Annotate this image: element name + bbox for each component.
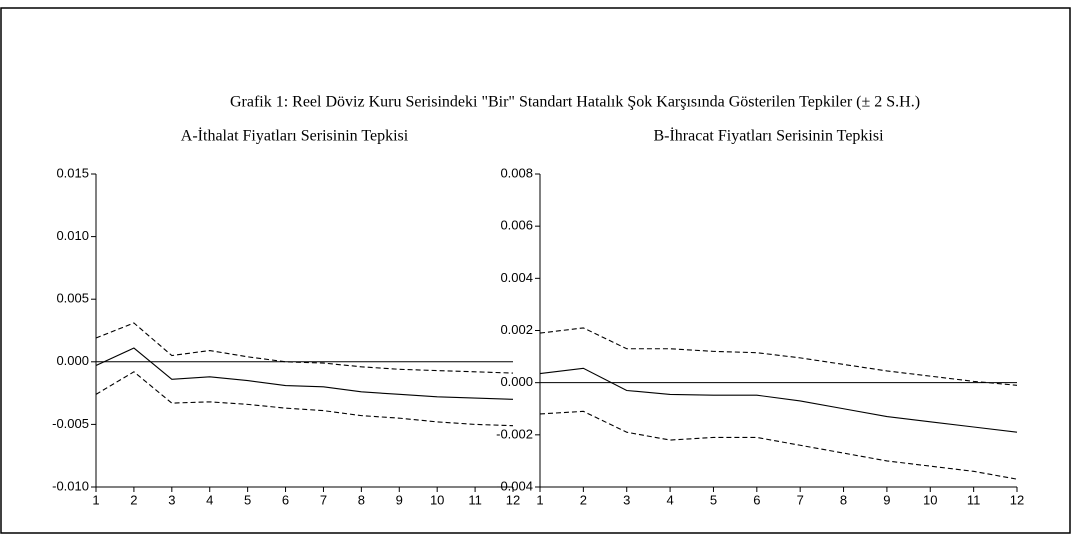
x-tick-label: 10 bbox=[430, 492, 444, 507]
y-tick-label: 0.000 bbox=[500, 374, 533, 389]
x-tick-label: 4 bbox=[206, 492, 213, 507]
x-tick-label: 8 bbox=[358, 492, 365, 507]
x-tick-label: 3 bbox=[623, 492, 630, 507]
y-tick-label: -0.002 bbox=[496, 426, 533, 441]
x-tick-label: 11 bbox=[967, 492, 981, 507]
x-tick-label: 2 bbox=[580, 492, 587, 507]
x-tick-label: 1 bbox=[536, 492, 543, 507]
response-line bbox=[539, 367, 1018, 433]
y-tick-label: 0.010 bbox=[56, 228, 89, 243]
y-tick-label: 0.006 bbox=[500, 218, 533, 233]
band-line bbox=[539, 410, 1018, 480]
x-tick-label: 6 bbox=[753, 492, 760, 507]
y-tick-label: 0.008 bbox=[500, 165, 533, 180]
x-tick-label: 11 bbox=[468, 492, 482, 507]
band-line bbox=[539, 327, 1018, 386]
y-tick-label: 0.002 bbox=[500, 322, 533, 337]
y-tick-label: -0.004 bbox=[496, 478, 533, 493]
x-tick-label: 9 bbox=[883, 492, 890, 507]
band-line bbox=[95, 322, 514, 374]
x-tick-label: 1 bbox=[92, 492, 99, 507]
x-tick-label: 5 bbox=[244, 492, 251, 507]
x-tick-label: 10 bbox=[923, 492, 937, 507]
y-tick-label: 0.000 bbox=[56, 353, 89, 368]
panel-title: A-İthalat Fiyatları Serisinin Tepkisi bbox=[181, 127, 409, 145]
x-tick-label: 12 bbox=[506, 492, 520, 507]
x-tick-label: 8 bbox=[840, 492, 847, 507]
x-tick-label: 5 bbox=[710, 492, 717, 507]
x-tick-label: 4 bbox=[666, 492, 673, 507]
x-tick-label: 12 bbox=[1010, 492, 1024, 507]
y-tick-label: -0.005 bbox=[52, 416, 89, 431]
y-tick-label: 0.004 bbox=[500, 270, 533, 285]
band-line bbox=[95, 371, 514, 427]
panel-title: B-İhracat Fiyatları Serisinin Tepkisi bbox=[653, 127, 884, 145]
x-tick-label: 3 bbox=[168, 492, 175, 507]
response-line bbox=[95, 347, 514, 400]
x-tick-label: 2 bbox=[130, 492, 137, 507]
frame bbox=[0, 7, 1071, 534]
x-tick-label: 6 bbox=[282, 492, 289, 507]
y-tick-label: 0.015 bbox=[56, 165, 89, 180]
y-tick-label: -0.010 bbox=[52, 478, 89, 493]
y-tick-label: 0.005 bbox=[56, 291, 89, 306]
x-tick-label: 7 bbox=[320, 492, 327, 507]
x-tick-label: 7 bbox=[797, 492, 804, 507]
x-tick-label: 9 bbox=[396, 492, 403, 507]
chart-title: Grafik 1: Reel Döviz Kuru Serisindeki "B… bbox=[230, 94, 920, 111]
